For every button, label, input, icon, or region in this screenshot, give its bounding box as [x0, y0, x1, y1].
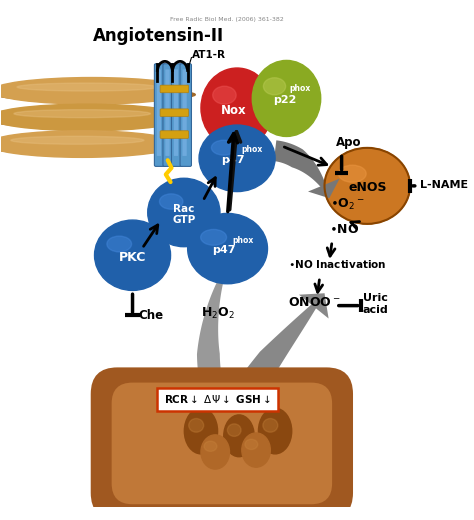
Polygon shape	[197, 260, 229, 401]
Ellipse shape	[325, 148, 410, 224]
FancyBboxPatch shape	[160, 85, 189, 93]
Text: L-NAME: L-NAME	[419, 180, 468, 190]
Text: $\bullet$O$_2$$^-$: $\bullet$O$_2$$^-$	[330, 197, 365, 212]
Ellipse shape	[264, 77, 286, 95]
Ellipse shape	[0, 141, 181, 154]
Ellipse shape	[188, 213, 267, 284]
Text: phox: phox	[232, 236, 254, 244]
Text: Free Radic Biol Med. (2006) 361-382: Free Radic Biol Med. (2006) 361-382	[170, 17, 283, 21]
Text: RCR$\downarrow$ $\Delta\Psi$$\downarrow$ GSH$\downarrow$: RCR$\downarrow$ $\Delta\Psi$$\downarrow$…	[164, 394, 271, 405]
Text: ONOO$^-$: ONOO$^-$	[288, 295, 341, 308]
FancyBboxPatch shape	[163, 64, 174, 166]
Text: PKC: PKC	[119, 251, 146, 264]
Ellipse shape	[204, 441, 217, 451]
Ellipse shape	[17, 83, 157, 91]
Text: phox: phox	[242, 145, 263, 154]
Ellipse shape	[252, 60, 321, 136]
Text: eNOS: eNOS	[348, 181, 386, 194]
FancyBboxPatch shape	[174, 70, 178, 156]
Ellipse shape	[0, 131, 177, 158]
Text: $\bullet$NO Inactivation: $\bullet$NO Inactivation	[288, 257, 387, 269]
Text: AT1-R: AT1-R	[191, 49, 226, 60]
Ellipse shape	[245, 439, 258, 449]
Ellipse shape	[11, 136, 144, 144]
Ellipse shape	[213, 86, 236, 104]
Text: Che: Che	[138, 309, 164, 322]
Ellipse shape	[94, 220, 171, 290]
Ellipse shape	[263, 419, 278, 432]
FancyBboxPatch shape	[91, 368, 353, 519]
Ellipse shape	[211, 140, 236, 155]
Ellipse shape	[224, 415, 254, 457]
Ellipse shape	[201, 68, 273, 148]
Ellipse shape	[338, 165, 366, 183]
FancyBboxPatch shape	[172, 64, 183, 166]
Ellipse shape	[199, 125, 275, 191]
Ellipse shape	[0, 77, 191, 104]
Text: Apo: Apo	[336, 136, 361, 149]
Text: Nox: Nox	[220, 105, 246, 118]
FancyBboxPatch shape	[112, 383, 332, 504]
Ellipse shape	[0, 114, 188, 128]
Ellipse shape	[201, 435, 229, 469]
Ellipse shape	[159, 194, 183, 209]
FancyBboxPatch shape	[182, 70, 187, 156]
Ellipse shape	[148, 178, 220, 246]
Polygon shape	[299, 293, 328, 319]
Text: Uric
acid: Uric acid	[363, 293, 388, 315]
Text: p47: p47	[221, 155, 245, 165]
Polygon shape	[234, 293, 325, 400]
Ellipse shape	[258, 408, 292, 454]
Polygon shape	[274, 140, 329, 198]
Text: phox: phox	[289, 84, 310, 94]
Ellipse shape	[184, 408, 218, 454]
Ellipse shape	[14, 110, 150, 118]
Text: H$_2$O$_2$: H$_2$O$_2$	[201, 306, 235, 321]
Text: p22: p22	[273, 95, 296, 106]
Text: Rac
GTP: Rac GTP	[172, 204, 195, 225]
FancyBboxPatch shape	[165, 70, 170, 156]
Text: $\bullet$NO: $\bullet$NO	[329, 224, 360, 237]
Ellipse shape	[189, 419, 204, 432]
Ellipse shape	[201, 229, 227, 245]
Ellipse shape	[107, 236, 132, 252]
FancyBboxPatch shape	[180, 64, 191, 166]
FancyBboxPatch shape	[160, 131, 189, 138]
Ellipse shape	[0, 104, 184, 131]
Ellipse shape	[228, 424, 241, 436]
FancyBboxPatch shape	[157, 388, 278, 411]
FancyBboxPatch shape	[160, 109, 189, 116]
Polygon shape	[208, 260, 238, 281]
Text: Angiotensin-II: Angiotensin-II	[92, 28, 224, 45]
Ellipse shape	[0, 88, 195, 101]
FancyBboxPatch shape	[157, 70, 161, 156]
FancyBboxPatch shape	[155, 64, 166, 166]
Ellipse shape	[242, 433, 270, 467]
Text: p47: p47	[212, 245, 236, 255]
Polygon shape	[308, 178, 340, 198]
